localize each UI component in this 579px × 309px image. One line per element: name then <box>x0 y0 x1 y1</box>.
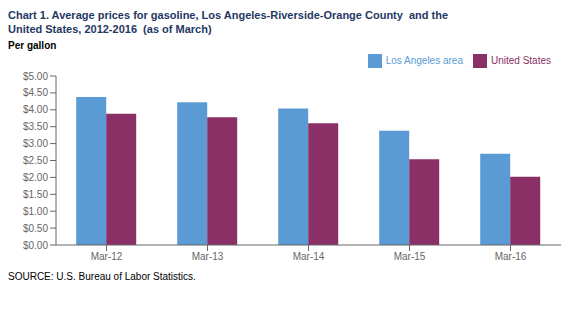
svg-text:$1.00: $1.00 <box>23 206 48 217</box>
html-text:Los Angeles area: Los Angeles area <box>385 54 463 66</box>
svg-text:Mar-15: Mar-15 <box>394 251 426 262</box>
html-text:Chart 1. Average prices for ga: Chart 1. Average prices for gasoline, Lo… <box>8 9 449 35</box>
svg-text:$4.00: $4.00 <box>23 104 48 115</box>
svg-text:$3.00: $3.00 <box>23 138 48 149</box>
svg-text:$5.00: $5.00 <box>23 71 48 82</box>
svg-text:$1.50: $1.50 <box>23 189 48 200</box>
svg-text:$0.00: $0.00 <box>23 240 48 251</box>
svg-text:$0.50: $0.50 <box>23 223 48 234</box>
svg-text:$2.00: $2.00 <box>23 172 48 183</box>
html-text:Per gallon: Per gallon <box>8 40 57 51</box>
svg-text:Mar-13: Mar-13 <box>192 251 224 262</box>
svg-text:$2.50: $2.50 <box>23 155 48 166</box>
svg-text:Mar-12: Mar-12 <box>91 251 123 262</box>
html-text:United States: United States <box>491 54 551 66</box>
svg-text:$4.50: $4.50 <box>23 87 48 98</box>
svg-text:$3.50: $3.50 <box>23 121 48 132</box>
html-text:SOURCE: U.S. Bureau of Labor S: SOURCE: U.S. Bureau of Labor Statistics. <box>8 271 196 282</box>
svg-text:Mar-16: Mar-16 <box>495 251 527 262</box>
svg-text:Mar-14: Mar-14 <box>293 251 325 262</box>
